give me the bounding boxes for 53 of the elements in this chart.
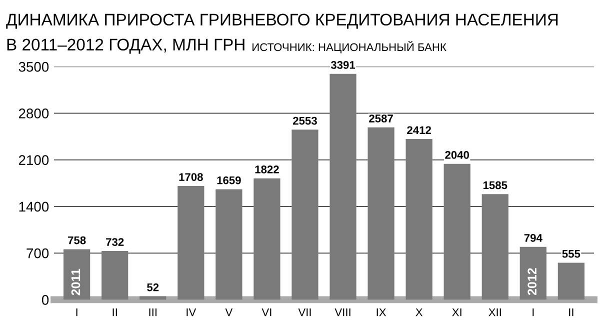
- y-tick-label: 1400: [19, 202, 49, 212]
- bar: [216, 189, 242, 300]
- data-label: 2553: [293, 116, 317, 125]
- x-tick-label: VIII: [334, 308, 350, 316]
- x-tick-label: XI: [452, 308, 462, 316]
- annotation: 2012: [528, 268, 537, 296]
- data-label: 1708: [179, 173, 203, 181]
- bar: [140, 296, 166, 300]
- bar: [102, 250, 128, 300]
- annotation: 2011: [71, 268, 80, 296]
- x-tick-label: II: [112, 308, 117, 316]
- y-tick-label: 700: [26, 248, 49, 258]
- x-tick-label: VI: [262, 308, 272, 316]
- data-label: 758: [68, 236, 86, 244]
- bar: [254, 178, 280, 300]
- bar: [368, 127, 394, 300]
- bar: [64, 249, 90, 300]
- x-tick-label: VII: [298, 308, 311, 316]
- data-label: 2040: [445, 150, 470, 159]
- x-tick-label: IX: [376, 308, 386, 316]
- x-tick-label: XII: [488, 308, 501, 316]
- x-tick-label: I: [532, 308, 534, 316]
- data-label: 2412: [407, 126, 431, 134]
- data-label: 1585: [483, 181, 508, 190]
- y-tick-label: 3500: [18, 62, 49, 72]
- x-tick-label: IV: [186, 308, 196, 316]
- bar: [330, 74, 356, 300]
- data-label: 3391: [330, 61, 356, 69]
- bar: [520, 246, 546, 300]
- bar: [482, 194, 508, 300]
- data-label: 794: [524, 234, 542, 242]
- data-label: 1659: [217, 176, 241, 184]
- x-tick-label: V: [225, 308, 233, 316]
- x-tick-label: II: [569, 308, 574, 316]
- x-tick-label: X: [416, 308, 423, 316]
- bar: [178, 186, 204, 300]
- y-tick-label: 0: [42, 295, 49, 305]
- text: ИСТОЧНИК: НАЦИОНАЛЬНЫЙ БАНК: [252, 40, 446, 54]
- x-tick-label: I: [76, 308, 78, 316]
- bar: [406, 139, 432, 300]
- data-label: 2587: [369, 114, 393, 122]
- data-label: 1822: [255, 166, 279, 174]
- y-tick-label: 2800: [18, 108, 49, 118]
- chart-subtitle: В 2011–2012 ГОДАХ, МЛН ГРН: [7, 38, 244, 54]
- data-label: 52: [147, 283, 159, 292]
- bar: [444, 164, 470, 300]
- chart-title: ДИНАМИКА ПРИРОСТА ГРИВНЕВОГО КРЕДИТОВАНИЯ НАСЕЛЕНИЯ: [6, 14, 558, 29]
- data-label: 555: [562, 250, 580, 258]
- bar: [292, 130, 318, 300]
- y-tick-label: 2100: [18, 155, 49, 166]
- bar: [558, 262, 584, 300]
- x-tick-label: III: [149, 308, 156, 316]
- data-label: 732: [106, 238, 124, 246]
